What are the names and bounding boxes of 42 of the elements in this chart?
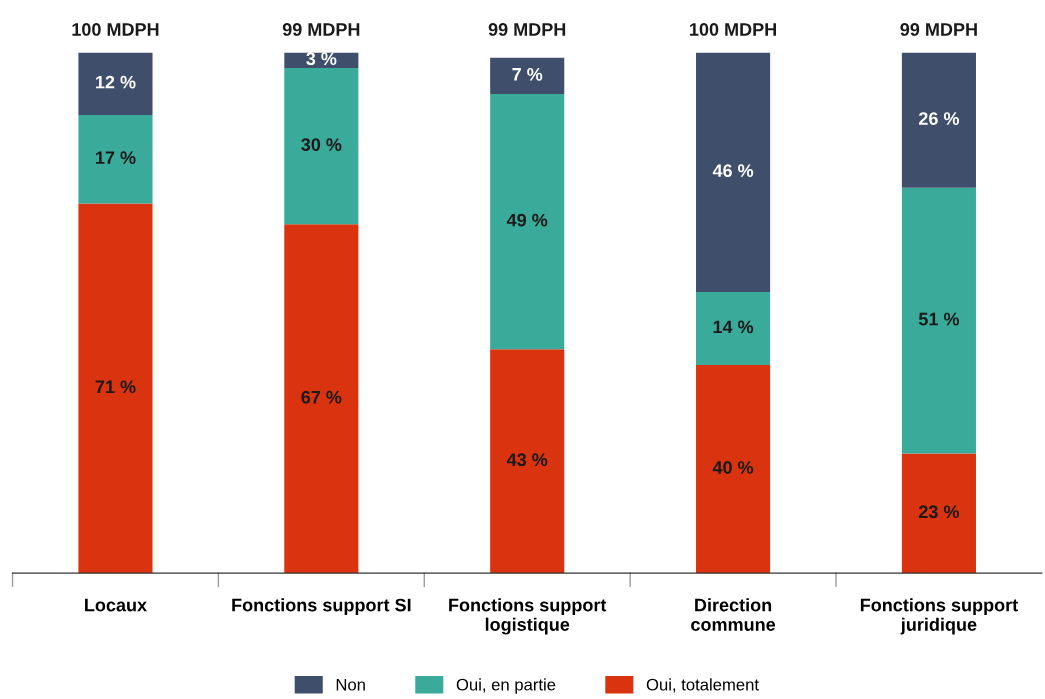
bar [901, 187, 976, 454]
data-label: 49 % [506, 213, 548, 227]
bar [78, 52, 153, 115]
x-tick-label: Fonctions support juridique [860, 598, 1018, 635]
legend-label: Oui, en partie [456, 678, 556, 694]
x-tick-label: Locaux [85, 598, 147, 612]
bar [696, 364, 771, 574]
bar [284, 224, 359, 574]
legend-label: Non [336, 678, 365, 691]
data-label: 7 % [512, 67, 543, 81]
bar [901, 52, 976, 188]
data-label: 40 % [712, 461, 754, 474]
data-label: 12 % [96, 75, 136, 89]
data-label: 67 % [301, 390, 342, 404]
bar [490, 57, 565, 95]
data-label: 51 % [918, 312, 960, 326]
data-label: 23 % [918, 505, 960, 519]
bar [284, 68, 359, 225]
legend-label: Oui, totalement [646, 678, 759, 693]
text: 99 MDPH [488, 23, 566, 36]
bar [78, 114, 153, 204]
data-label: 43 % [506, 453, 548, 467]
bar [78, 203, 153, 574]
data-label: 71 % [95, 380, 136, 394]
bar [490, 94, 565, 350]
bar [696, 291, 771, 365]
bar [490, 349, 565, 574]
data-label: 46 % [712, 164, 754, 178]
x-tick-label: Direction commune [691, 598, 776, 631]
text: 99 MDPH [282, 23, 360, 36]
x-tick-label: Fonctions support SI [232, 598, 411, 616]
text: 100 MDPH [690, 23, 776, 36]
bar [696, 52, 771, 292]
text: 99 MDPH [900, 23, 977, 36]
x-tick-label: Fonctions support logistique [449, 598, 607, 635]
data-label: 17 % [96, 151, 136, 164]
bar [901, 453, 976, 574]
data-label: 14 % [713, 320, 754, 334]
text: 100 MDPH [72, 23, 159, 36]
data-label: 3 % [306, 52, 337, 66]
data-label: 30 % [301, 138, 342, 152]
data-label: 26 % [918, 112, 960, 125]
